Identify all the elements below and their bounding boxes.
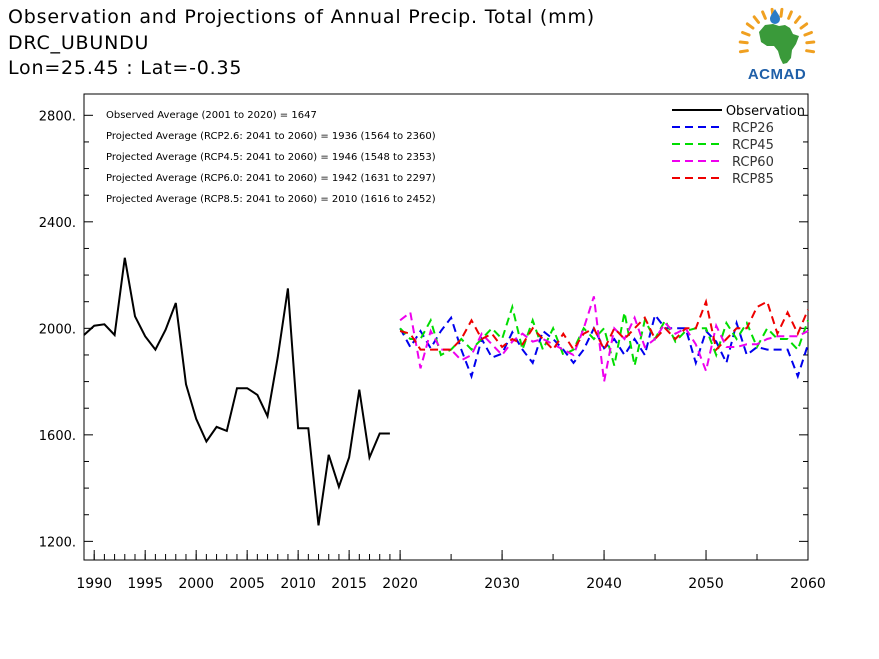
annotation-text: Observed Average (2001 to 2020) = 1647 xyxy=(106,110,317,121)
y-tick-label: 2800. xyxy=(39,109,76,124)
sun-ray xyxy=(803,30,813,37)
y-tick-label: 2400. xyxy=(39,216,76,231)
series-line-rcp45 xyxy=(399,303,809,366)
sun-ray xyxy=(787,10,793,20)
annotation-text: Projected Average (RCP6.0: 2041 to 2060)… xyxy=(106,173,436,184)
acmad-logo: ACMAD xyxy=(735,6,820,84)
africa-map-sun-icon: ACMAD xyxy=(738,7,816,83)
sun-ray xyxy=(745,22,755,30)
x-tick-label: 2040 xyxy=(586,576,622,592)
sun-ray xyxy=(741,30,751,37)
legend-label: RCP45 xyxy=(732,138,774,153)
legend: Observation RCP26 RCP45 RCP60 RCP85 xyxy=(672,104,805,187)
series-line-rcp85 xyxy=(399,298,809,352)
tick-group: 1990 1995 2000 2005 2010 2015 2020 2030 2040 2050… xyxy=(39,109,826,592)
plot-frame xyxy=(83,93,809,561)
y-tick-label: 2000. xyxy=(39,322,76,337)
coordinates: Lon=25.45 : Lat=-0.35 xyxy=(8,57,243,79)
y-tick-label: 1600. xyxy=(39,429,76,444)
series-line-observation xyxy=(83,257,390,526)
sun-ray xyxy=(805,49,816,54)
location-name: DRC_UBUNDU xyxy=(8,32,150,54)
legend-label: Observation xyxy=(726,104,805,119)
x-tick-label: 2010 xyxy=(280,576,316,592)
x-tick-label: 2020 xyxy=(382,576,418,592)
x-tick-label: 2030 xyxy=(484,576,520,592)
x-tick-label: 2000 xyxy=(178,576,214,592)
x-tick-label: 2060 xyxy=(790,576,826,592)
series-group xyxy=(83,257,809,526)
x-tick-label: 2005 xyxy=(229,576,265,592)
sun-ray xyxy=(752,15,760,24)
series-line-rcp26 xyxy=(399,312,809,380)
axis-frame-group xyxy=(83,93,809,561)
legend-label: RCP26 xyxy=(732,121,774,136)
y-tick-label: 1200. xyxy=(39,535,76,550)
sun-ray xyxy=(779,7,784,18)
chart-title: Observation and Projections of Annual Pr… xyxy=(8,6,595,28)
x-tick-label: 2015 xyxy=(331,576,367,592)
africa-shape xyxy=(759,24,799,64)
annotation-group: Observed Average (2001 to 2020) = 1647 Pr… xyxy=(106,110,436,205)
sun-ray xyxy=(799,22,809,30)
sun-ray xyxy=(761,10,767,20)
sun-ray xyxy=(794,15,802,24)
series-line-rcp60 xyxy=(399,296,809,382)
logo-text: ACMAD xyxy=(748,66,806,83)
legend-label: RCP60 xyxy=(732,155,774,170)
x-tick-label: 2050 xyxy=(688,576,724,592)
annotation-text: Projected Average (RCP4.5: 2041 to 2060)… xyxy=(106,152,436,163)
water-drop-icon xyxy=(770,9,780,24)
sun-ray xyxy=(738,49,749,54)
annotation-text: Projected Average (RCP8.5: 2041 to 2060)… xyxy=(106,194,436,205)
sun-ray xyxy=(738,40,749,45)
legend-label: RCP85 xyxy=(732,172,774,187)
annotation-text: Projected Average (RCP2.6: 2041 to 2060)… xyxy=(106,131,436,142)
sun-ray xyxy=(805,40,816,45)
x-tick-label: 1990 xyxy=(76,576,112,592)
x-tick-label: 1995 xyxy=(127,576,163,592)
